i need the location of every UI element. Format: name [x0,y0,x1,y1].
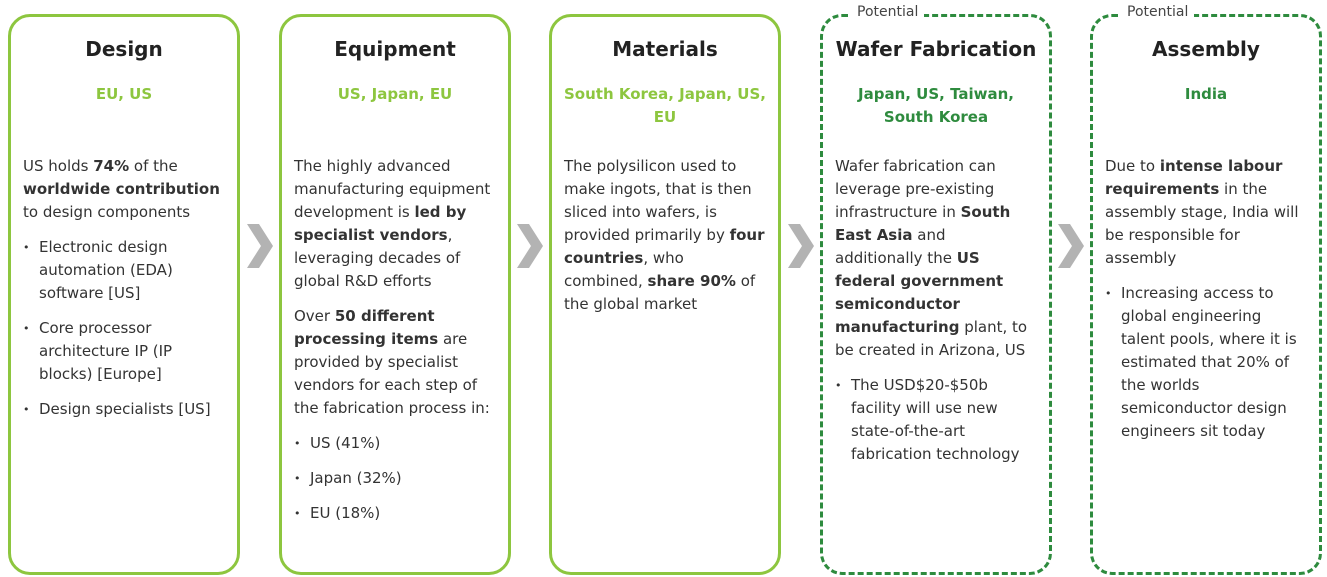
chevron-shape [1058,224,1084,268]
bullet-item: The USD$20-$50b facility will use new st… [835,374,1037,466]
text: to design components [23,203,191,221]
stage-region: US, Japan, EU [337,85,453,103]
paragraph: US holds 74% of the worldwide contributi… [23,155,225,224]
text: US holds [23,157,94,175]
stage-card: Materials South Korea, Japan, US, EU The p… [549,14,781,575]
bullet-item: Increasing access to global engineering … [1105,282,1307,443]
chevron-shape [517,224,543,268]
text: Design specialists [US] [39,400,211,418]
text: , who combined, [564,249,684,290]
stage-region: India [1184,85,1228,103]
stage-card: Potential Assembly India Due to intense lab… [1090,4,1322,575]
text: The polysilicon used to make ingots, tha… [564,157,752,244]
text: Due to [1105,157,1160,175]
chevron-shape [788,224,814,268]
text: Electronic design automation (EDA) softw… [39,238,173,302]
text: are provided by specialist vendors for e… [294,330,490,417]
chevron [1058,224,1084,268]
stage-card: Equipment US, Japan, EU The highly advance… [279,14,511,575]
stage-title: Equipment [334,37,456,61]
stage-title: Assembly [1152,37,1260,61]
text: in the assembly stage, India will be res… [1105,180,1299,267]
bullet-item: EU (18%) [294,502,496,525]
text: Japan (32%) [310,469,402,487]
bold-text: four countries [564,226,765,267]
bold-text: worldwide contribution [23,180,220,198]
text: Over [294,307,335,325]
text: plant, to be created in Arizona, US [835,318,1028,359]
stage-region: South Korea, Japan, US, EU [564,85,766,126]
potential-label: Potential [851,4,925,20]
text: The USD$20-$50b facility will use new st… [851,376,1020,463]
chevron-shape [247,224,273,268]
bullet-item: Japan (32%) [294,467,496,490]
bold-text: intense labour requirements [1105,157,1283,198]
chevron [247,224,273,268]
text: of the [129,157,178,175]
stage-card: Design EU, US US holds 74% of the worldwid… [8,14,240,575]
bold-text: 74% [93,157,130,175]
text: Wafer fabrication can leverage pre-exist… [835,157,996,221]
stage-card: Potential Wafer Fabrication Japan, US, Tai… [820,4,1052,575]
chevron [517,224,543,268]
bullet-item: Electronic design automation (EDA) softw… [23,236,225,305]
bold-text: 50 different processing items [294,307,439,348]
stage-region: Japan, US, Taiwan, South Korea [858,85,1014,126]
paragraph: The highly advanced manufacturing equipm… [294,155,496,293]
bullet-item: Design specialists [US] [23,398,225,421]
bullet-item: Core processor architecture IP (IP block… [23,317,225,386]
stage-title: Design [85,37,163,61]
stage-title: Wafer Fabrication [835,37,1037,61]
text: The highly advanced manufacturing equipm… [294,157,491,221]
paragraph: The polysilicon used to make ingots, tha… [564,155,766,316]
bold-text: share 90% [647,272,736,290]
stage-region: EU, US [95,85,153,103]
paragraph: Over 50 different processing items are p… [294,305,496,420]
text: Increasing access to global engineering … [1121,284,1297,440]
paragraph: Due to intense labour requirements in th… [1105,155,1307,270]
stage-title: Materials [612,37,718,61]
chevron [788,224,814,268]
text: EU (18%) [310,504,381,522]
bold-text: US federal government semiconductor manu… [835,249,1004,336]
text: Core processor architecture IP (IP block… [39,319,173,383]
bold-text: led by specialist vendors [294,203,467,244]
bold-text: South East Asia [835,203,1011,244]
bullet-item: US (41%) [294,432,496,455]
text: of the global market [564,272,756,313]
potential-label: Potential [1121,4,1195,20]
paragraph: Wafer fabrication can leverage pre-exist… [835,155,1037,362]
text: and additionally the [835,226,957,267]
text: US (41%) [310,434,381,452]
text: , leveraging decades of global R&D effor… [294,226,461,290]
